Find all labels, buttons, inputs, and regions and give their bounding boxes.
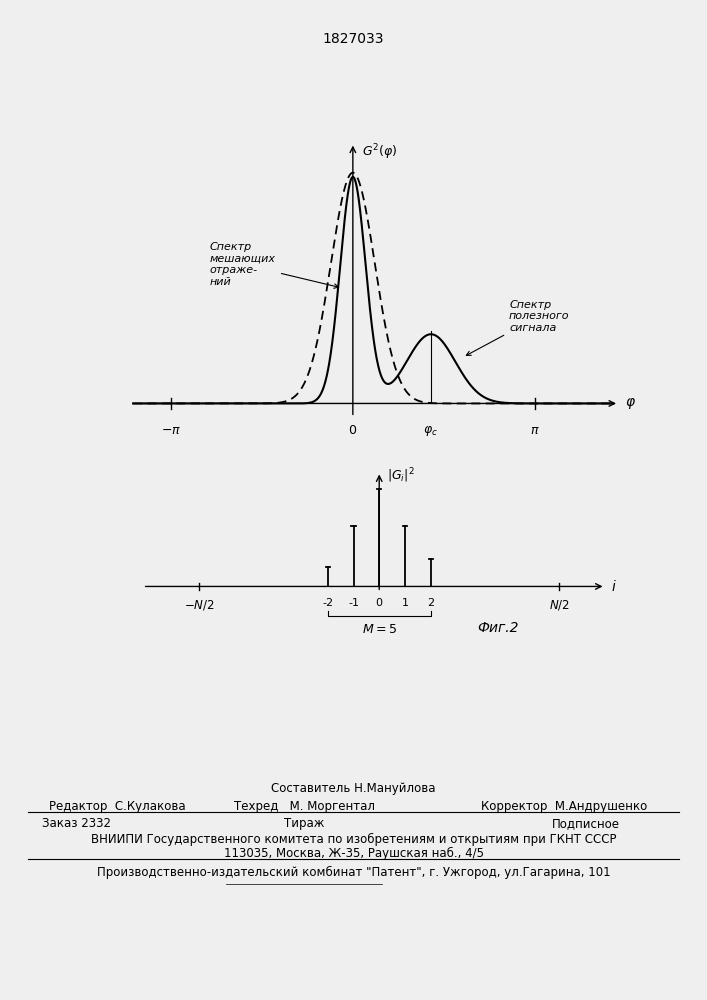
Text: $G^2(\varphi)$: $G^2(\varphi)$ bbox=[361, 142, 397, 162]
Text: -1: -1 bbox=[348, 598, 359, 608]
Text: ВНИИПИ Государственного комитета по изобретениям и открытиям при ГКНТ СССР: ВНИИПИ Государственного комитета по изоб… bbox=[90, 833, 617, 846]
Text: $\pi$: $\pi$ bbox=[530, 424, 539, 437]
Text: 1: 1 bbox=[402, 598, 409, 608]
Text: Спектр
мешающих
отраже-
ний: Спектр мешающих отраже- ний bbox=[210, 242, 339, 288]
Text: Спектр
полезного
сигнала: Спектр полезного сигнала bbox=[467, 300, 570, 355]
Text: Производственно-издательский комбинат "Патент", г. Ужгород, ул.Гагарина, 101: Производственно-издательский комбинат "П… bbox=[97, 866, 610, 879]
Text: -2: -2 bbox=[322, 598, 334, 608]
Text: $\varphi_c$: $\varphi_c$ bbox=[423, 424, 438, 438]
Text: Подписное: Подписное bbox=[551, 817, 619, 830]
Text: $M=5$: $M=5$ bbox=[362, 623, 397, 636]
Text: $N/2$: $N/2$ bbox=[549, 598, 570, 612]
Text: Заказ 2332: Заказ 2332 bbox=[42, 817, 112, 830]
Text: $-\pi$: $-\pi$ bbox=[161, 424, 181, 437]
Text: Корректор  М.Андрушенко: Корректор М.Андрушенко bbox=[481, 800, 647, 813]
Text: $|G_i|^2$: $|G_i|^2$ bbox=[387, 466, 414, 485]
Text: Составитель Н.Мануйлова: Составитель Н.Мануйлова bbox=[271, 782, 436, 795]
Text: $-N/2$: $-N/2$ bbox=[184, 598, 214, 612]
Text: $\varphi$: $\varphi$ bbox=[625, 396, 636, 411]
Text: 0: 0 bbox=[375, 598, 382, 608]
Text: Фиг.2: Фиг.2 bbox=[477, 621, 518, 636]
Text: Тираж: Тираж bbox=[284, 817, 325, 830]
Text: $i$: $i$ bbox=[611, 579, 617, 594]
Text: Редактор  С.Кулакова: Редактор С.Кулакова bbox=[49, 800, 186, 813]
Text: 1827033: 1827033 bbox=[323, 32, 384, 46]
Text: Техред   М. Моргентал: Техред М. Моргентал bbox=[233, 800, 375, 813]
Text: 2: 2 bbox=[427, 598, 434, 608]
Text: $0$: $0$ bbox=[349, 424, 358, 437]
Text: 113035, Москва, Ж-35, Раушская наб., 4/5: 113035, Москва, Ж-35, Раушская наб., 4/5 bbox=[223, 847, 484, 860]
